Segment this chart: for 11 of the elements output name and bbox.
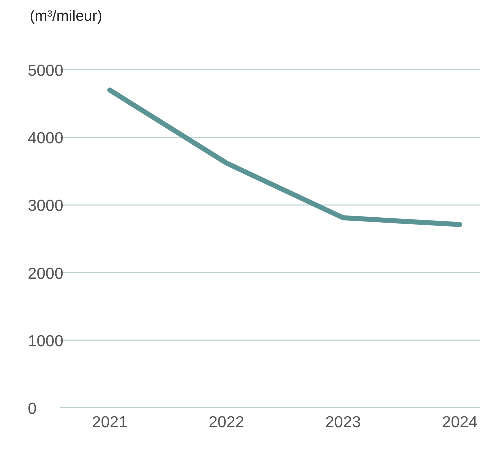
x-tick-label: 2022 [208, 414, 245, 432]
x-tick-label: 2021 [92, 414, 128, 432]
y-tick-label: 1000 [28, 333, 64, 350]
x-tick-label: 2023 [326, 414, 362, 432]
y-tick-label: 5000 [28, 63, 64, 80]
y-tick-label: 3000 [28, 198, 64, 216]
y-tick-label: 0 [28, 401, 37, 418]
x-tick-label: 2024 [442, 414, 478, 432]
y-tick-label: 4000 [28, 130, 64, 148]
y-tick-label: 2000 [28, 266, 64, 283]
y-axis-title: (m³/mileur) [30, 8, 102, 25]
